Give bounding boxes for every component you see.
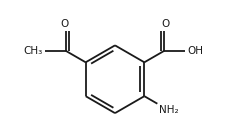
Text: CH₃: CH₃: [24, 46, 43, 56]
Text: NH₂: NH₂: [158, 105, 178, 115]
Text: O: O: [60, 19, 69, 29]
Text: O: O: [160, 19, 169, 29]
Text: OH: OH: [186, 46, 202, 56]
